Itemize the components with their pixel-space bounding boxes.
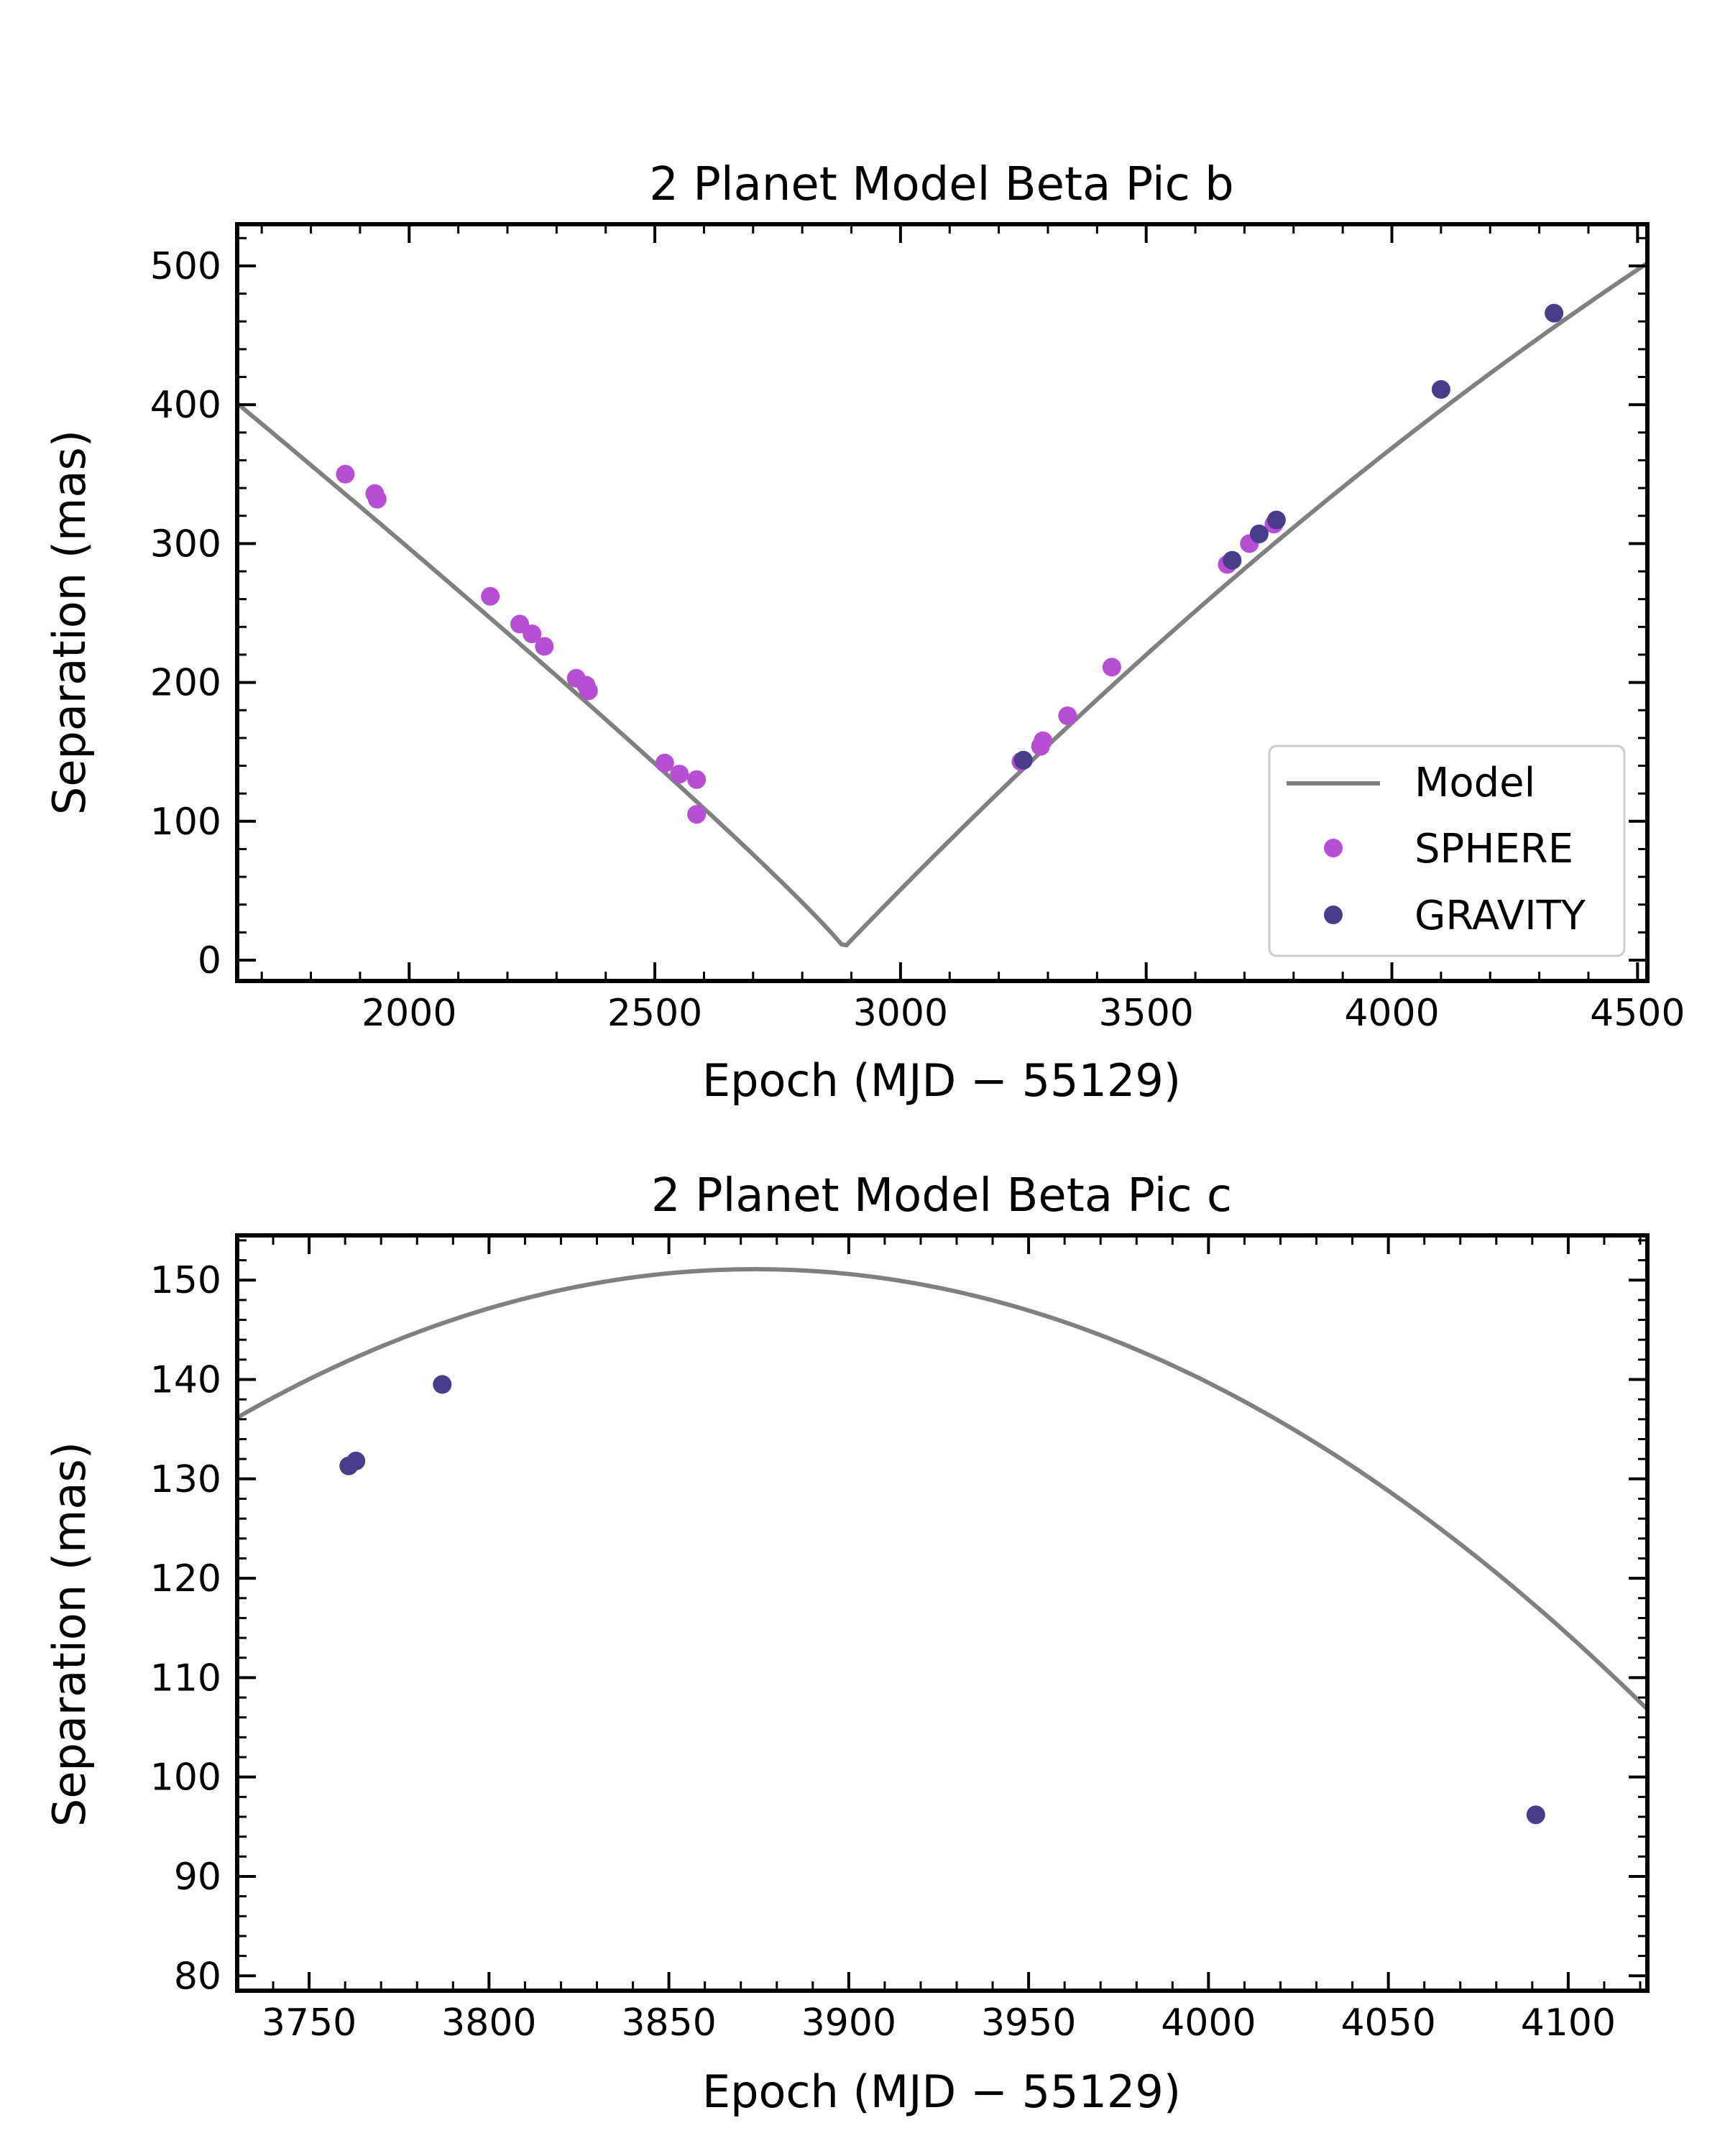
model-curve (237, 261, 1647, 948)
data-point-sphere (1034, 731, 1053, 750)
legend-sphere-label: SPHERE (1414, 826, 1573, 872)
series-sphere (336, 464, 1284, 824)
data-point-gravity (1266, 510, 1286, 530)
data-point-sphere (535, 637, 554, 656)
y-tick-label: 200 (150, 662, 221, 705)
y-tick-label: 500 (150, 245, 221, 288)
data-point-sphere (1058, 706, 1077, 725)
legend-box (1268, 745, 1626, 957)
legend-gravity-swatch (1324, 906, 1343, 924)
legend-sphere-swatch (1324, 839, 1343, 857)
series-gravity (339, 1375, 1545, 1825)
plot-area (237, 1266, 1647, 1825)
y-tick-label: 0 (198, 939, 221, 982)
plot-area (237, 261, 1647, 948)
x-tick-label: 3750 (262, 2001, 356, 2045)
x-tick-label: 3000 (853, 992, 948, 1035)
x-tick-label: 3900 (801, 2001, 896, 2045)
y-tick-label: 90 (174, 1856, 221, 1899)
y-tick-label: 110 (150, 1657, 221, 1700)
data-point-sphere (367, 489, 387, 509)
x-tick-label: 4000 (1161, 2001, 1256, 2045)
y-axis-label: Separation (mas) (43, 1442, 96, 1827)
y-tick-label: 100 (150, 1756, 221, 1800)
y-tick-label: 100 (150, 801, 221, 844)
x-tick-label: 3500 (1099, 992, 1194, 1035)
data-point-gravity (346, 1451, 366, 1470)
legend: Model SPHERE GRAVITY (1268, 745, 1626, 957)
y-tick-label: 130 (150, 1458, 221, 1501)
series-gravity (1013, 303, 1564, 770)
x-tick-label: 4100 (1521, 2001, 1616, 2045)
panel-beta-pic-b: 2 Planet Model Beta Pic b Epoch (MJD − 5… (43, 158, 1685, 1107)
data-point-sphere (336, 464, 355, 484)
data-point-sphere (579, 681, 598, 701)
data-point-gravity (1526, 1805, 1545, 1825)
data-point-gravity (1223, 550, 1242, 570)
y-tick-label: 400 (150, 384, 221, 427)
data-point-sphere (687, 805, 707, 824)
data-point-sphere (655, 753, 674, 773)
y-tick-label: 300 (150, 522, 221, 566)
data-point-sphere (523, 625, 542, 643)
x-tick-label: 4000 (1344, 992, 1439, 1035)
x-tick-label: 4050 (1340, 2001, 1435, 2045)
y-axis-label: Separation (mas) (43, 430, 96, 815)
model-curve (237, 1266, 1647, 1711)
data-point-gravity (1431, 379, 1450, 399)
y-tick-label: 120 (150, 1557, 221, 1600)
x-tick-label: 3800 (441, 2001, 536, 2045)
data-point-sphere (687, 770, 707, 789)
x-axis-label: Epoch (MJD − 55129) (702, 1054, 1181, 1107)
data-point-gravity (433, 1375, 452, 1394)
data-point-gravity (1249, 524, 1269, 543)
y-tick-label: 150 (150, 1259, 221, 1302)
axes-frame (235, 1233, 1650, 1993)
x-tick-label: 4500 (1590, 992, 1685, 1035)
data-point-gravity (1013, 750, 1033, 770)
x-tick-label: 2500 (607, 992, 702, 1035)
data-point-gravity (1545, 303, 1564, 323)
chart-title: 2 Planet Model Beta Pic c (651, 1169, 1232, 1222)
legend-gravity-label: GRAVITY (1414, 893, 1586, 939)
ticks: 3750 3800 3850 3900 3950 4000 4050 4100 80 90 100 1… (150, 1235, 1647, 2045)
data-point-sphere (670, 765, 689, 784)
legend-model-label: Model (1414, 760, 1535, 806)
x-tick-label: 3850 (621, 2001, 716, 2045)
chart-title: 2 Planet Model Beta Pic b (649, 158, 1234, 211)
x-tick-label: 2000 (362, 992, 456, 1035)
data-point-sphere (481, 586, 500, 606)
y-tick-label: 140 (150, 1359, 221, 1402)
x-tick-label: 3950 (981, 2001, 1076, 2045)
y-tick-label: 80 (174, 1955, 221, 1998)
data-point-sphere (1102, 658, 1121, 677)
panel-beta-pic-c: 2 Planet Model Beta Pic c Epoch (MJD − 5… (43, 1169, 1650, 2118)
ticks: 2000 2500 3000 3500 4000 4500 0 100 200 300 400 500 (150, 224, 1685, 1035)
x-axis-label: Epoch (MJD − 55129) (702, 2065, 1181, 2118)
axes-frame (235, 222, 1650, 983)
